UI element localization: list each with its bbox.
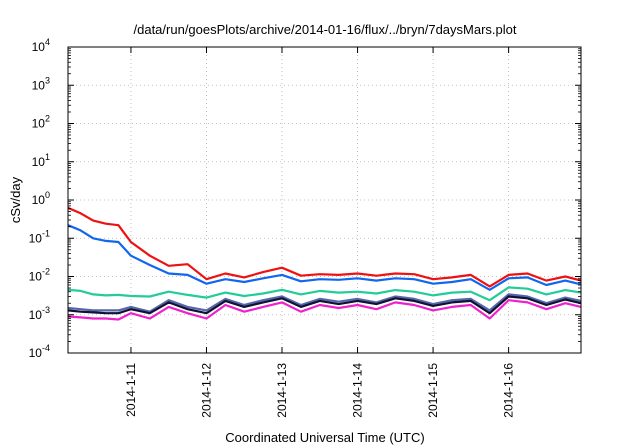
x-tick-label: 2014-1-12 xyxy=(199,363,213,418)
y-tick-label: 102 xyxy=(32,114,50,131)
series-layer xyxy=(67,206,582,321)
y-tick-exponent: -4 xyxy=(42,343,50,353)
series-line xyxy=(67,299,582,321)
y-tick-exponent: 2 xyxy=(45,114,50,124)
y-tick-exponent: -2 xyxy=(42,267,50,277)
y-tick-label: 100 xyxy=(32,190,50,207)
grid-lines xyxy=(68,47,581,353)
y-tick-exponent: 0 xyxy=(45,190,50,200)
series-line xyxy=(67,224,582,291)
series-line xyxy=(67,293,582,313)
y-tick-label: 101 xyxy=(32,152,50,169)
x-tick-label: 2014-1-14 xyxy=(351,363,365,418)
y-tick-exponent: 4 xyxy=(45,37,50,47)
chart-title: /data/run/goesPlots/archive/2014-01-16/f… xyxy=(134,22,517,37)
y-tick-exponent: 3 xyxy=(45,75,50,85)
y-tick-exponent: -3 xyxy=(42,305,50,315)
y-tick-exponent: 1 xyxy=(45,152,50,162)
y-tick-exponent: -1 xyxy=(42,228,50,238)
series-line xyxy=(67,295,582,315)
x-tick-label: 2014-1-15 xyxy=(426,363,440,418)
series-line xyxy=(67,286,582,302)
y-tick-label: 104 xyxy=(32,37,50,54)
x-tick-label: 2014-1-13 xyxy=(275,363,289,418)
x-tick-label: 2014-1-16 xyxy=(502,363,516,418)
y-tick-label: 10-4 xyxy=(29,343,50,360)
y-tick-label: 10-1 xyxy=(29,228,50,245)
y-axis-label: cSv/day xyxy=(8,176,23,223)
x-tick-label: 2014-1-11 xyxy=(124,363,138,417)
x-axis-ticks: 2014-1-11 2014-1-12 2014-1-13 2014-1-14 2014… xyxy=(124,47,516,418)
series-line xyxy=(67,206,582,288)
y-tick-label: 103 xyxy=(32,75,50,92)
y-tick-label: 10-3 xyxy=(29,305,50,322)
x-axis-label: Coordinated Universal Time (UTC) xyxy=(225,430,424,445)
y-tick-label: 10-2 xyxy=(29,267,50,284)
